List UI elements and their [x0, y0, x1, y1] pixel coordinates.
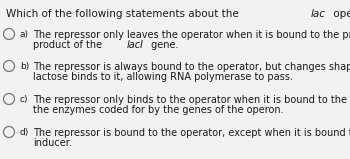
Text: lac: lac	[310, 9, 326, 19]
Text: lacI: lacI	[126, 40, 143, 50]
Text: The repressor is always bound to the operator, but changes shape when: The repressor is always bound to the ope…	[33, 62, 350, 72]
Text: b): b)	[20, 62, 29, 71]
Text: c): c)	[20, 95, 28, 104]
Text: The repressor only binds to the operator when it is bound to the product of: The repressor only binds to the operator…	[33, 95, 350, 105]
Text: product of the: product of the	[33, 40, 105, 50]
Text: Which of the following statements about the: Which of the following statements about …	[6, 9, 242, 19]
Text: lactose binds to it, allowing RNA polymerase to pass.: lactose binds to it, allowing RNA polyme…	[33, 72, 293, 82]
Text: The repressor only leaves the operator when it is bound to the protein: The repressor only leaves the operator w…	[33, 30, 350, 40]
Text: a): a)	[20, 30, 29, 39]
Text: the enzymes coded for by the genes of the operon.: the enzymes coded for by the genes of th…	[33, 105, 284, 115]
Text: The repressor is bound to the operator, except when it is bound to the: The repressor is bound to the operator, …	[33, 128, 350, 138]
Text: operon is accurate?: operon is accurate?	[330, 9, 350, 19]
Text: d): d)	[20, 128, 29, 137]
Text: gene.: gene.	[148, 40, 178, 50]
Text: inducer.: inducer.	[33, 138, 72, 148]
